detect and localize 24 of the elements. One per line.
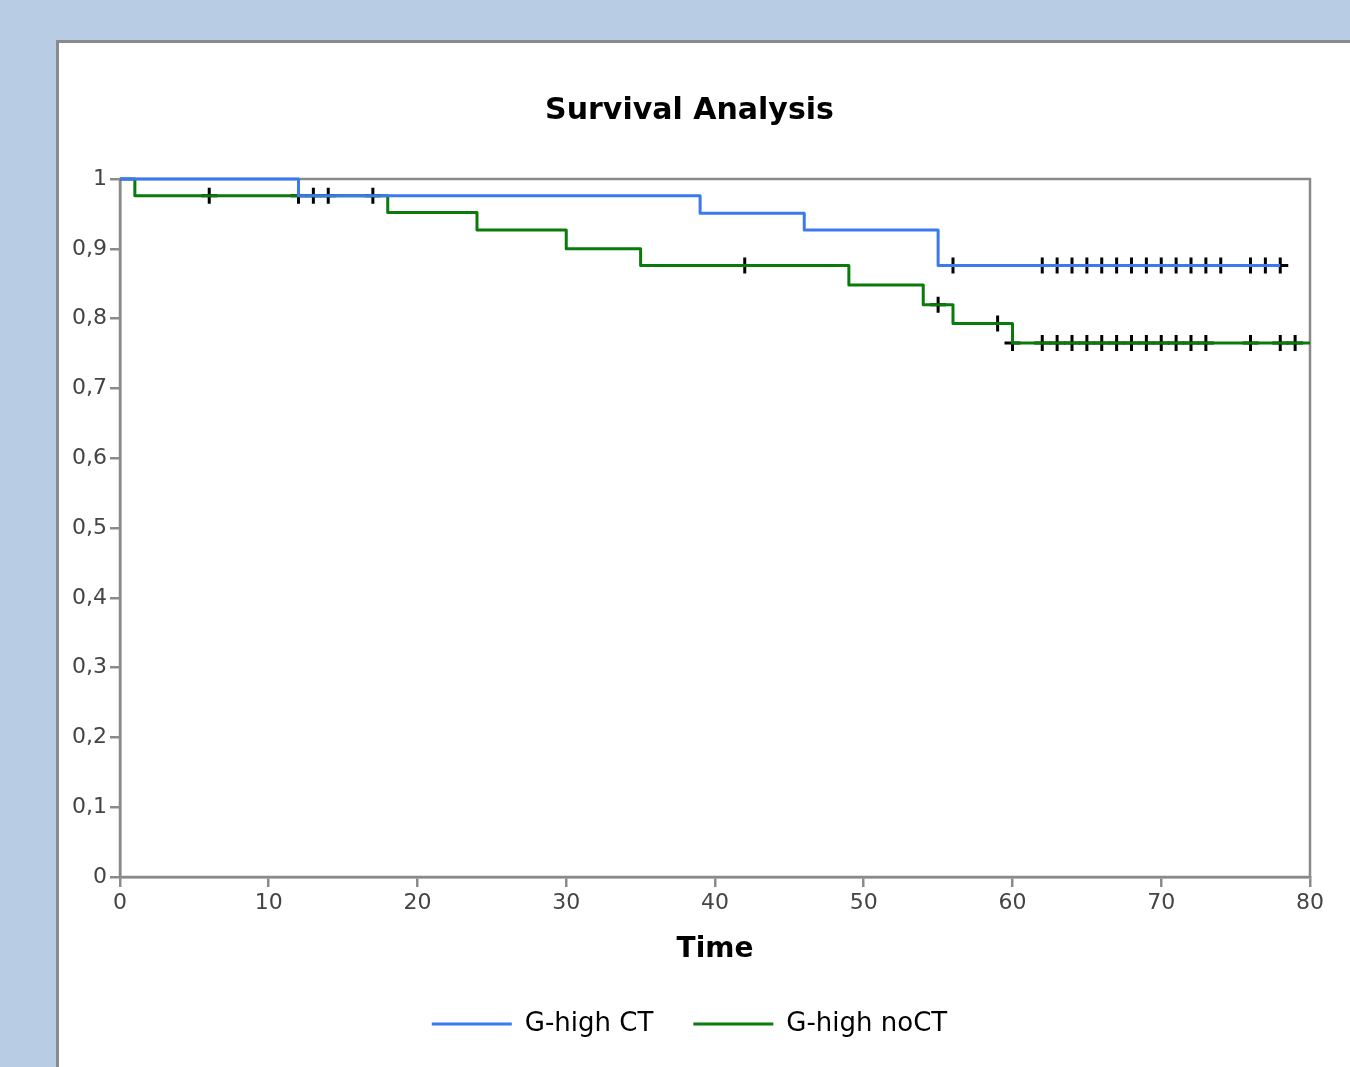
legend-label: G-high noCT xyxy=(786,1006,948,1037)
y-tick-label: 0,8 xyxy=(71,304,107,330)
x-tick-label: 60 xyxy=(998,888,1027,914)
x-tick-label: 40 xyxy=(700,888,729,914)
x-tick-label: 30 xyxy=(552,888,581,914)
x-tick-label: 0 xyxy=(112,888,127,914)
y-tick-label: 0,4 xyxy=(71,583,107,609)
x-tick-label: 80 xyxy=(1296,888,1324,914)
x-axis-title: Time xyxy=(676,931,754,965)
y-tick-label: 0,2 xyxy=(71,723,107,749)
chart-title: Survival Analysis xyxy=(545,90,834,126)
y-tick-label: 0,6 xyxy=(71,443,107,469)
y-tick-label: 1 xyxy=(92,164,107,190)
x-tick-label: 10 xyxy=(254,888,283,914)
y-tick-label: 0,9 xyxy=(71,234,107,260)
x-tick-label: 50 xyxy=(849,888,878,914)
y-tick-label: 0 xyxy=(92,862,107,888)
y-tick-label: 0,7 xyxy=(71,374,107,400)
x-tick-label: 20 xyxy=(403,888,432,914)
legend-label: G-high CT xyxy=(524,1006,654,1037)
y-tick-label: 0,5 xyxy=(71,513,107,539)
y-tick-label: 0,1 xyxy=(71,792,107,818)
y-tick-label: 0,3 xyxy=(71,653,107,679)
x-tick-label: 70 xyxy=(1147,888,1176,914)
